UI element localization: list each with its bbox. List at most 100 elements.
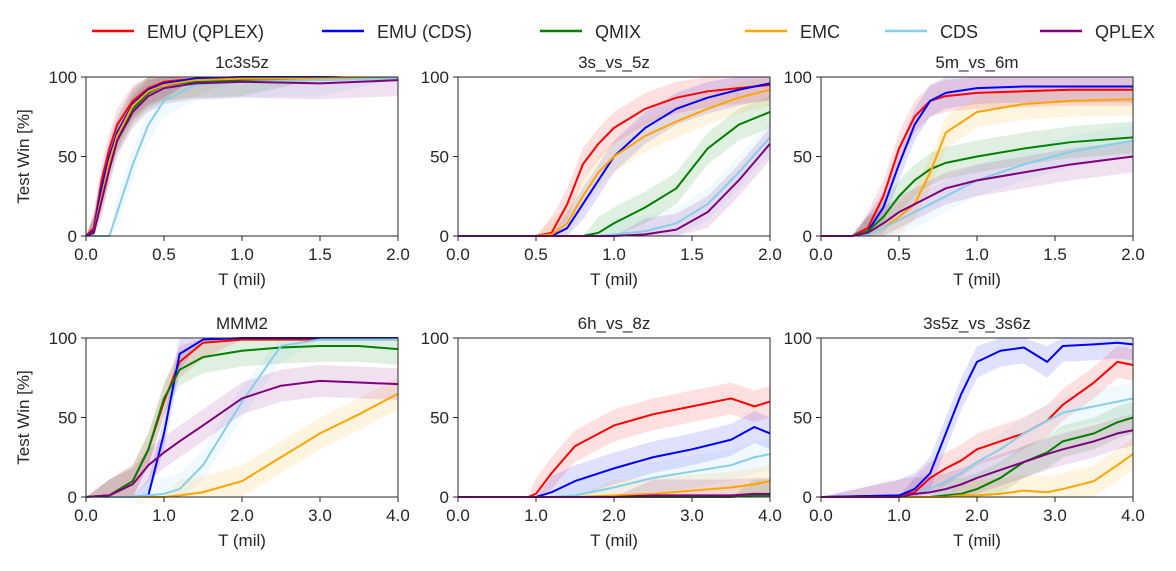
x-tick-label: 0.0: [446, 245, 470, 264]
x-tick-label: 1.5: [1043, 245, 1067, 264]
series-band: [821, 382, 1133, 497]
y-tick-label: 0: [68, 227, 77, 246]
series-line-QPLEX: [85, 79, 399, 237]
series-band: [821, 121, 1133, 236]
series-band: [458, 77, 770, 236]
x-tick-label: 1.5: [308, 245, 332, 264]
legend-label: QPLEX: [1095, 22, 1155, 42]
subplot-1c3s5z: 1c3s5z 0.0 0.5 1.0 1.5 2.0 0 50 100 T (mil) Test W…: [14, 53, 410, 289]
series-band: [458, 96, 770, 236]
x-tick-label: 2.0: [1121, 245, 1145, 264]
subplot-MMM2: MMM2 0.0 1.0 2.0 3.0 4.0 0 50 100 T (mil) Test Win…: [14, 314, 410, 550]
x-axis-label: T (mil): [590, 270, 638, 289]
x-tick-label: 2.0: [965, 506, 989, 525]
y-tick-label: 0: [440, 488, 449, 507]
series-line-QMIX: [85, 344, 399, 498]
x-tick-label: 0.0: [446, 506, 470, 525]
series-band: [821, 414, 1133, 497]
y-tick-label: 100: [49, 329, 77, 348]
x-axis-label: T (mil): [590, 531, 638, 550]
x-tick-label: 1.0: [602, 245, 626, 264]
series-band: [458, 127, 770, 236]
y-tick-label: 0: [440, 227, 449, 246]
subplot-title: 3s5z_vs_3s6z: [923, 314, 1031, 333]
legend-label: EMU (QPLEX): [147, 22, 264, 42]
series-band: [458, 477, 770, 497]
series-band: [86, 377, 398, 497]
x-tick-label: 2.0: [386, 245, 410, 264]
x-tick-label: 0.5: [887, 245, 911, 264]
subplot-title: 1c3s5z: [215, 53, 269, 72]
x-tick-label: 1.0: [887, 506, 911, 525]
x-tick-label: 1.0: [965, 245, 989, 264]
series-line-QMIX: [821, 136, 1134, 237]
x-tick-label: 1.5: [680, 245, 704, 264]
series-band: [458, 411, 770, 497]
x-tick-label: 0.0: [809, 245, 833, 264]
x-tick-label: 0.5: [524, 245, 548, 264]
y-tick-label: 100: [784, 329, 812, 348]
series-line-EMU (QPLEX): [458, 397, 771, 498]
y-tick-label: 50: [58, 148, 77, 167]
series-band: [821, 338, 1133, 497]
legend-label: QMIX: [595, 22, 641, 42]
x-tick-label: 2.0: [758, 245, 782, 264]
series-band: [821, 77, 1133, 236]
legend-label: EMU (CDS): [377, 22, 472, 42]
series-band: [821, 345, 1133, 497]
series-line-EMU (QPLEX): [821, 88, 1133, 237]
series-band: [86, 77, 398, 236]
series-line-EMU (QPLEX): [820, 360, 1134, 498]
series-line-EMU (QPLEX): [458, 83, 771, 237]
y-tick-label: 100: [421, 68, 449, 87]
x-tick-label: 0.0: [74, 245, 98, 264]
subplot-5m_vs_6m: 5m_vs_6m 0.0 0.5 1.0 1.5 2.0 0 50 100 T (mil): [784, 53, 1145, 289]
x-tick-label: 4.0: [1121, 506, 1145, 525]
y-tick-label: 0: [803, 227, 812, 246]
y-tick-label: 50: [430, 148, 449, 167]
y-tick-label: 50: [58, 409, 77, 428]
y-axis-label: Test Win [%]: [14, 109, 33, 203]
series-band: [458, 465, 770, 497]
series-band: [86, 338, 398, 497]
x-tick-label: 3.0: [308, 506, 332, 525]
subplot-6h_vs_8z: 6h_vs_8z 0.0 1.0 2.0 3.0 4.0 0 50 100 T (mil): [421, 314, 782, 550]
legend-label: CDS: [940, 22, 978, 42]
subplot-3s5z_vs_3s6z: 3s5z_vs_3s6z 0.0 1.0 2.0 3.0 4.0 0 50 100 T (mil): [784, 314, 1145, 550]
y-axis-label: Test Win [%]: [14, 370, 33, 464]
x-axis-label: T (mil): [218, 270, 266, 289]
y-tick-label: 100: [784, 68, 812, 87]
x-axis-label: T (mil): [218, 531, 266, 550]
x-tick-label: 0.0: [809, 506, 833, 525]
x-tick-label: 1.0: [230, 245, 254, 264]
series-band: [821, 77, 1133, 236]
series-band: [458, 121, 770, 236]
x-tick-label: 4.0: [758, 506, 782, 525]
series-band: [86, 338, 398, 497]
x-tick-label: 3.0: [680, 506, 704, 525]
series-band: [86, 365, 398, 497]
subplot-title: 3s_vs_5z: [578, 53, 650, 72]
y-tick-label: 0: [68, 488, 77, 507]
series-line-QPLEX: [85, 379, 399, 498]
series-line-EMU (CDS): [820, 341, 1134, 498]
legend-label: EMC: [800, 22, 840, 42]
y-tick-label: 50: [793, 409, 812, 428]
x-tick-label: 1.0: [524, 506, 548, 525]
x-tick-label: 2.0: [230, 506, 254, 525]
y-tick-label: 100: [421, 329, 449, 348]
series-band: [458, 382, 770, 497]
legend: EMU (QPLEX) EMU (CDS) QMIX EMC CDS QPLEX: [92, 22, 1155, 42]
series-line-EMC: [458, 88, 771, 237]
y-tick-label: 50: [793, 148, 812, 167]
series-line-QPLEX: [821, 429, 1134, 498]
x-tick-label: 3.0: [1043, 506, 1067, 525]
x-axis-label: T (mil): [953, 270, 1001, 289]
series-band: [821, 438, 1133, 497]
x-tick-label: 4.0: [386, 506, 410, 525]
series-band: [86, 338, 398, 497]
series-band: [458, 438, 770, 497]
x-axis-label: T (mil): [953, 531, 1001, 550]
subplot-title: 5m_vs_6m: [935, 53, 1018, 72]
x-tick-label: 1.0: [152, 506, 176, 525]
